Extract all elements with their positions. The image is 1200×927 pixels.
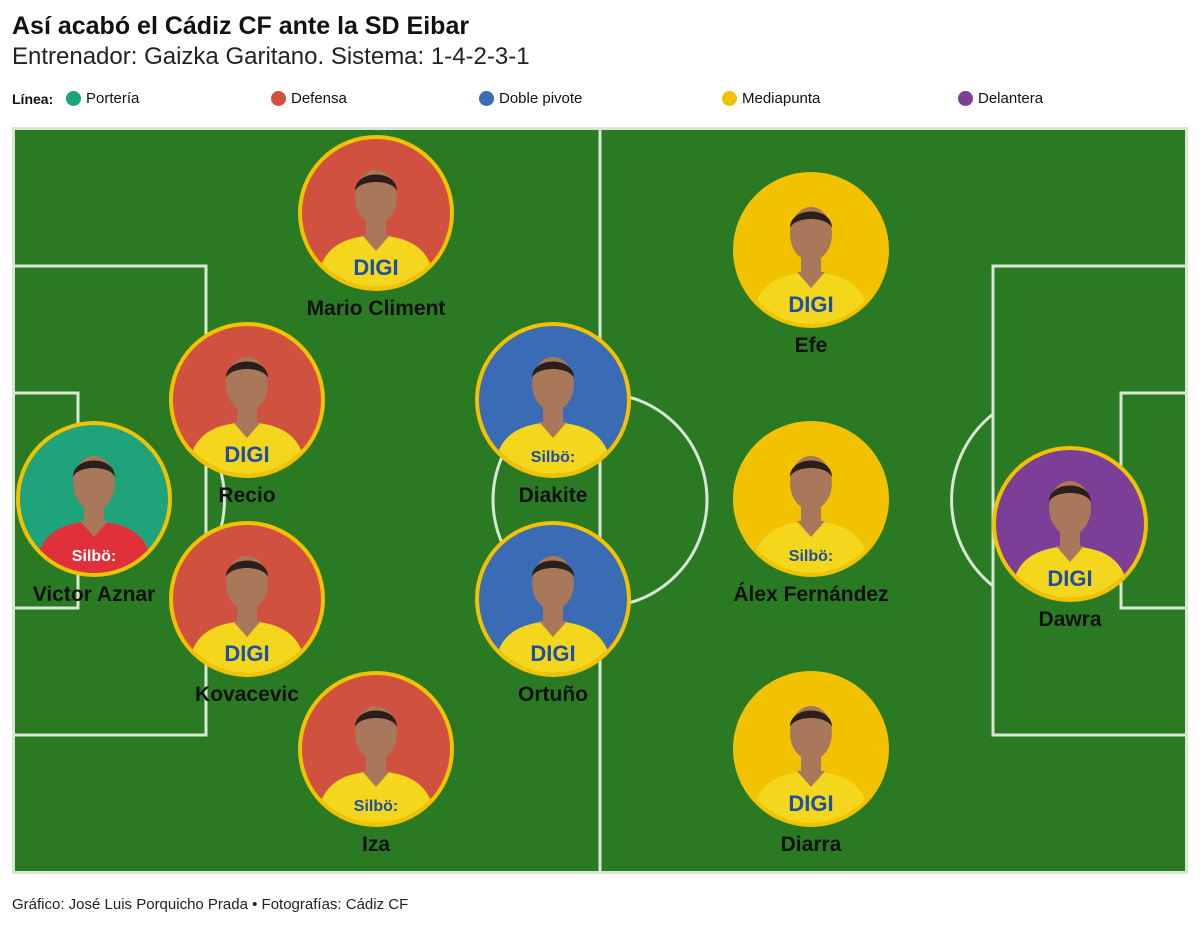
player-portrait: DIGI <box>493 556 613 673</box>
player-photo: Silbö: <box>298 671 454 827</box>
legend-item-delantera: Delantera <box>958 90 1043 107</box>
player-photo: DIGI <box>733 172 889 328</box>
player-photo: DIGI <box>169 521 325 677</box>
shirt-sponsor: DIGI <box>1047 566 1092 591</box>
player-photo: DIGI <box>475 521 631 677</box>
shirt-sponsor: Silbö: <box>354 798 398 815</box>
credit: Gráfico: José Luis Porquicho Prada • Fot… <box>12 896 409 913</box>
player-portrait: DIGI <box>751 706 871 823</box>
shirt-sponsor: Silbö: <box>789 548 833 565</box>
legend-text-defensa: Defensa <box>291 90 347 107</box>
legend-dot-delantera <box>958 91 973 106</box>
shirt-sponsor: Silbö: <box>72 548 116 565</box>
shirt-sponsor: DIGI <box>353 255 398 280</box>
legend-item-doble-pivote: Doble pivote <box>479 90 582 107</box>
left-penalty-area <box>12 264 208 737</box>
right-penalty-area <box>991 264 1188 737</box>
player-portrait: DIGI <box>187 357 307 474</box>
pitch: Silbö: Victor Aznar DIGI Mario Climent D… <box>12 127 1188 874</box>
player-portrait: DIGI <box>751 207 871 324</box>
shirt-sponsor: DIGI <box>224 641 269 666</box>
player-name: Diarra <box>780 833 842 856</box>
player-name: Diakite <box>518 484 588 507</box>
shirt-sponsor: DIGI <box>788 791 833 816</box>
legend-text-delantera: Delantera <box>978 90 1044 107</box>
shirt-sponsor: DIGI <box>788 292 833 317</box>
player-photo: DIGI <box>169 322 325 478</box>
player-name: Mario Climent <box>306 297 446 320</box>
player-name: Dawra <box>1038 608 1102 631</box>
pitch-lines <box>12 127 1188 874</box>
legend-item-mediapunta: Mediapunta <box>722 90 820 107</box>
legend-item-defensa: Defensa <box>271 90 347 107</box>
player-portrait: Silbö: <box>751 456 871 573</box>
player-name: Recio <box>218 484 276 507</box>
player-name: Iza <box>361 833 390 856</box>
player-name: Ortuño <box>518 683 588 706</box>
player-name: Álex Fernández <box>733 583 889 606</box>
legend-text-doble-pivote: Doble pivote <box>499 90 583 107</box>
player-photo: Silbö: <box>733 421 889 577</box>
player-portrait: DIGI <box>187 556 307 673</box>
shirt-sponsor: Silbö: <box>531 449 575 466</box>
player-portrait: Silbö: <box>493 357 613 474</box>
player-portrait: DIGI <box>1010 481 1130 598</box>
legend-item-porteria: Portería <box>66 90 139 107</box>
legend-text-porteria: Portería <box>86 90 140 107</box>
player-photo: DIGI <box>298 135 454 291</box>
player-name: Kovacevic <box>195 683 299 706</box>
shirt-sponsor: DIGI <box>530 641 575 666</box>
player-portrait: Silbö: <box>34 456 154 573</box>
player-photo: Silbö: <box>475 322 631 478</box>
legend-dot-mediapunta <box>722 91 737 106</box>
player-portrait: DIGI <box>316 170 436 287</box>
shirt-sponsor: DIGI <box>224 442 269 467</box>
legend-label: Línea: <box>12 91 54 107</box>
player-name: Victor Aznar <box>32 583 156 606</box>
chart-title: Así acabó el Cádiz CF ante la SD Eibar <box>12 12 470 40</box>
player-portrait: Silbö: <box>316 706 436 823</box>
player-name: Efe <box>794 334 828 357</box>
player-photo: Silbö: <box>16 421 172 577</box>
chart-subtitle: Entrenador: Gaizka Garitano. Sistema: 1-… <box>12 43 530 70</box>
legend: Línea: Portería Defensa Doble pivote Med… <box>12 89 1192 111</box>
legend-text-mediapunta: Mediapunta <box>742 90 821 107</box>
legend-dot-porteria <box>66 91 81 106</box>
legend-dot-doble-pivote <box>479 91 494 106</box>
player-photo: DIGI <box>733 671 889 827</box>
right-penalty-arc <box>950 412 994 588</box>
legend-dot-defensa <box>271 91 286 106</box>
player-photo: DIGI <box>992 446 1148 602</box>
